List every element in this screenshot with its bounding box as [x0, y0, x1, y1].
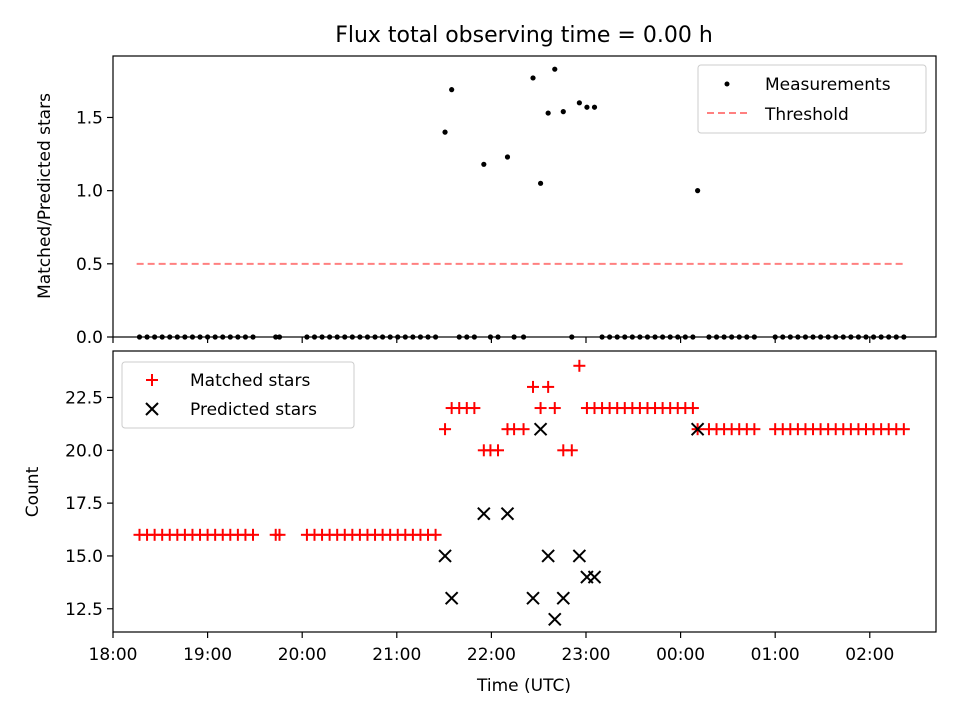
matched-star-point — [542, 380, 555, 393]
legend-matched-marker — [146, 374, 158, 386]
bottom-y-axis: 12.5 15.0 17.5 20.0 22.5 — [65, 388, 113, 620]
bottom-axes-frame — [112, 350, 937, 633]
predicted-star-point — [477, 506, 491, 521]
predicted-star-point — [587, 570, 602, 584]
matched-star-point — [897, 423, 910, 436]
bottom-legend-box — [121, 361, 355, 429]
predicted-star-point — [690, 422, 705, 436]
measurement-point — [584, 104, 590, 110]
bottom-legend: Matched stars Predicted stars — [121, 361, 355, 429]
bottom-y-tick-label: 22.5 — [65, 388, 103, 408]
matched-star-point — [273, 528, 286, 541]
top-y-tick-label: 1.5 — [76, 108, 103, 128]
predicted-star-point — [500, 506, 515, 521]
top-axes-frame — [112, 55, 937, 338]
matched-star-point — [534, 402, 547, 415]
predicted-star-point — [526, 591, 540, 605]
predicted-star-point — [541, 549, 555, 563]
legend-measurements-marker — [724, 81, 730, 87]
figure-title: Flux total observing time = 0.00 h — [335, 23, 713, 48]
bottom-x-axis: 18:00 19:00 20:00 21:00 22:00 23:00 00:00 01:00… — [89, 632, 894, 665]
top-y-tick-label: 0.0 — [76, 328, 103, 348]
predicted-star-point — [533, 422, 548, 436]
top-panel: 0.0 0.5 1.0 1.5 Matched/Predicted stars Mea… — [35, 55, 937, 348]
measurement-point — [449, 87, 455, 93]
bottom-plot-area — [133, 359, 910, 627]
bottom-y-axis-label: Count — [23, 466, 43, 517]
measurement-point — [576, 100, 582, 106]
top-y-tick-label: 1.0 — [76, 182, 103, 202]
predicted-star-point — [556, 591, 570, 605]
bottom-y-tick-label: 15.0 — [65, 547, 103, 567]
measurement-point — [545, 110, 551, 116]
bottom-x-axis-label: Time (UTC) — [476, 676, 571, 696]
predicted-star-point — [548, 612, 562, 627]
bottom-x-tick-label: 21:00 — [372, 645, 421, 665]
matched-star-point — [565, 444, 578, 457]
measurement-point — [695, 188, 701, 194]
matched-star-point — [527, 380, 540, 393]
top-y-axis-label: Matched/Predicted stars — [35, 93, 55, 299]
top-y-axis: 0.0 0.5 1.0 1.5 — [76, 108, 113, 348]
bottom-x-tick-label: 02:00 — [845, 645, 894, 665]
legend-threshold-label: Threshold — [764, 105, 849, 125]
legend-predicted-marker — [145, 402, 159, 416]
bottom-panel: 12.5 15.0 17.5 20.0 22.5 18:00 19:00 20:00 21:0… — [23, 350, 937, 696]
legend-measurements-label: Measurements — [765, 75, 891, 95]
top-y-tick-label: 0.5 — [76, 255, 103, 275]
measurement-point — [560, 109, 566, 115]
predicted-star-point — [572, 549, 587, 563]
top-plot-area — [136, 66, 907, 340]
bottom-y-tick-label: 12.5 — [65, 600, 103, 620]
bottom-x-tick-label: 22:00 — [467, 645, 516, 665]
measurement-point — [481, 161, 487, 167]
matched-star-point — [517, 423, 530, 436]
measurement-point — [530, 75, 536, 81]
matched-star-point — [548, 402, 561, 415]
legend-predicted-label: Predicted stars — [190, 400, 317, 420]
bottom-x-tick-label: 23:00 — [561, 645, 610, 665]
matched-star-point — [686, 402, 699, 415]
bottom-y-tick-label: 20.0 — [65, 441, 103, 461]
measurement-point — [504, 154, 511, 160]
matched-star-point — [748, 423, 761, 436]
measurement-point — [442, 129, 448, 135]
top-legend-box — [697, 64, 927, 134]
matched-star-point — [439, 423, 452, 436]
top-legend: Measurements Threshold — [697, 64, 927, 134]
matched-star-point — [468, 402, 481, 415]
top-x-ticks — [112, 337, 871, 343]
measurement-point — [537, 180, 544, 186]
matched-star-point — [492, 444, 505, 457]
predicted-star-point — [444, 591, 459, 605]
bottom-y-tick-label: 17.5 — [65, 494, 103, 514]
bottom-x-tick-label: 19:00 — [183, 645, 232, 665]
bottom-x-tick-label: 18:00 — [89, 645, 138, 665]
matched-star-point — [429, 528, 442, 541]
measurement-point — [552, 66, 558, 72]
bottom-x-tick-label: 00:00 — [656, 645, 705, 665]
predicted-star-point — [438, 549, 452, 563]
bottom-x-tick-label: 01:00 — [751, 645, 800, 665]
matched-star-point — [573, 359, 586, 372]
matched-star-point — [247, 528, 260, 541]
bottom-x-tick-label: 20:00 — [278, 645, 327, 665]
legend-matched-label: Matched stars — [190, 371, 310, 391]
measurement-point — [591, 104, 598, 110]
